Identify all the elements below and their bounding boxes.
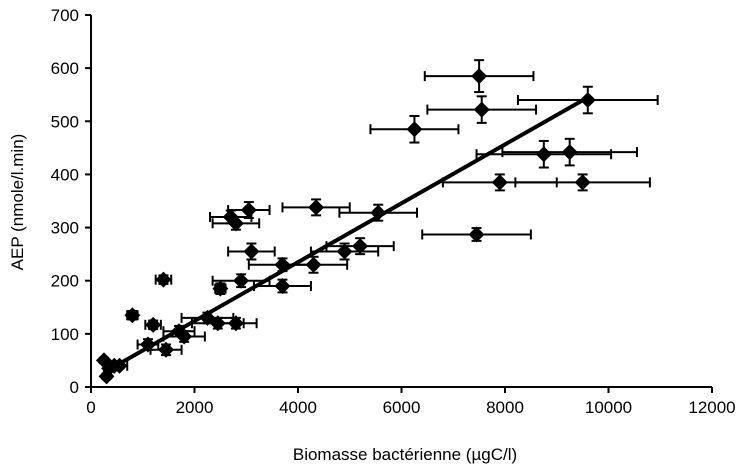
data-point-diamond — [535, 146, 552, 163]
data-point-diamond — [158, 341, 175, 358]
x-tick-label: 8000 — [486, 398, 524, 417]
y-tick-label: 300 — [51, 219, 79, 238]
y-tick-label: 500 — [51, 112, 79, 131]
data-point-diamond — [243, 243, 260, 260]
y-tick-label: 0 — [70, 378, 79, 397]
x-tick-label: 4000 — [279, 398, 317, 417]
x-tick-label: 10000 — [585, 398, 632, 417]
trendline — [105, 95, 589, 373]
data-point-diamond — [227, 315, 244, 332]
y-tick-label: 100 — [51, 325, 79, 344]
trendline-group — [105, 95, 589, 373]
y-tick-label: 700 — [51, 6, 79, 25]
data-point-diamond — [336, 243, 353, 260]
data-point-diamond — [473, 101, 490, 118]
data-point-diamond — [274, 278, 291, 295]
data-point-diamond — [145, 316, 162, 333]
data-point-diamond — [111, 357, 128, 374]
y-axis-title: AEP (nmole/l.min) — [8, 134, 27, 271]
data-point-diamond — [139, 336, 156, 353]
data-point-diamond — [212, 280, 229, 297]
data-point-diamond — [308, 199, 325, 216]
data-point-diamond — [155, 271, 172, 288]
y-tick-label: 200 — [51, 272, 79, 291]
data-point-diamond — [176, 328, 193, 345]
data-point-diamond — [274, 256, 291, 273]
y-tick-label: 400 — [51, 165, 79, 184]
data-point-diamond — [561, 144, 578, 161]
x-tick-label: 2000 — [176, 398, 214, 417]
data-point-diamond — [233, 272, 250, 289]
y-tick-label: 600 — [51, 59, 79, 78]
data-point-diamond — [240, 202, 257, 219]
data-point-diamond — [227, 215, 244, 232]
data-point-diamond — [305, 256, 322, 273]
data-point-diamond — [406, 121, 423, 138]
data-point-diamond — [579, 92, 596, 109]
x-tick-label: 0 — [86, 398, 95, 417]
data-point-diamond — [468, 226, 485, 243]
x-tick-label: 6000 — [383, 398, 421, 417]
data-points — [95, 68, 596, 385]
data-point-diamond — [209, 315, 226, 332]
data-point-diamond — [471, 68, 488, 85]
data-point-diamond — [370, 204, 387, 221]
x-axis-ticks: 0 2000 4000 6000 8000 10000 12000 — [86, 387, 736, 417]
x-tick-label: 12000 — [688, 398, 735, 417]
data-point-diamond — [574, 174, 591, 191]
data-point-diamond — [352, 238, 369, 255]
data-point-diamond — [491, 174, 508, 191]
data-point-diamond — [124, 307, 141, 324]
x-axis-title: Biomasse bactérienne (µgC/l) — [293, 445, 517, 464]
y-axis-ticks: 0 100 200 300 400 500 600 700 — [51, 6, 91, 397]
